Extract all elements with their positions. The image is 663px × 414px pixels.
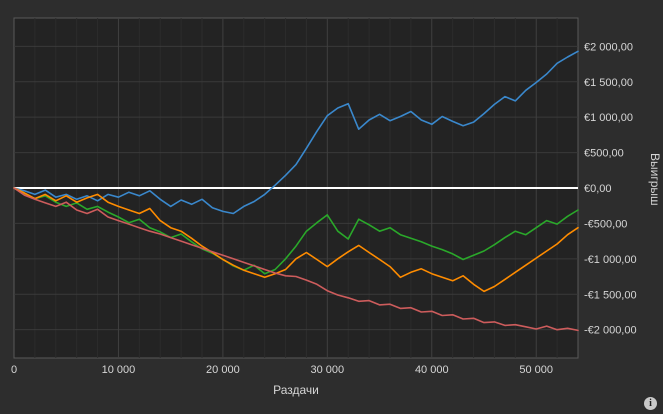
x-tick-label: 10 000 (102, 364, 136, 376)
y-tick-label: €2 000,00 (584, 41, 633, 53)
y-tick-label: -€2 000,00 (584, 325, 637, 337)
y-axis-title: Выигрыш (648, 153, 662, 206)
x-tick-label: 30 000 (311, 364, 345, 376)
y-tick-label: -€1 500,00 (584, 289, 637, 301)
series-blue (13, 50, 579, 215)
x-tick-label: 50 000 (519, 364, 553, 376)
y-tick-label: €0,00 (584, 183, 612, 195)
y-tick-label: -€500,00 (584, 218, 627, 230)
y-tick-label: €1 000,00 (584, 112, 633, 124)
y-tick-label: -€1 000,00 (584, 254, 637, 266)
x-tick-label: 0 (11, 364, 17, 376)
series-orange (13, 187, 579, 293)
x-axis-title: Раздачи (273, 383, 319, 397)
y-tick-label: €1 500,00 (584, 77, 633, 89)
series-red (13, 187, 579, 332)
info-icon[interactable]: i (644, 397, 657, 410)
y-tick-label: €500,00 (584, 148, 624, 160)
x-tick-label: 20 000 (206, 364, 240, 376)
x-tick-label: 40 000 (415, 364, 449, 376)
series-green (13, 187, 579, 275)
